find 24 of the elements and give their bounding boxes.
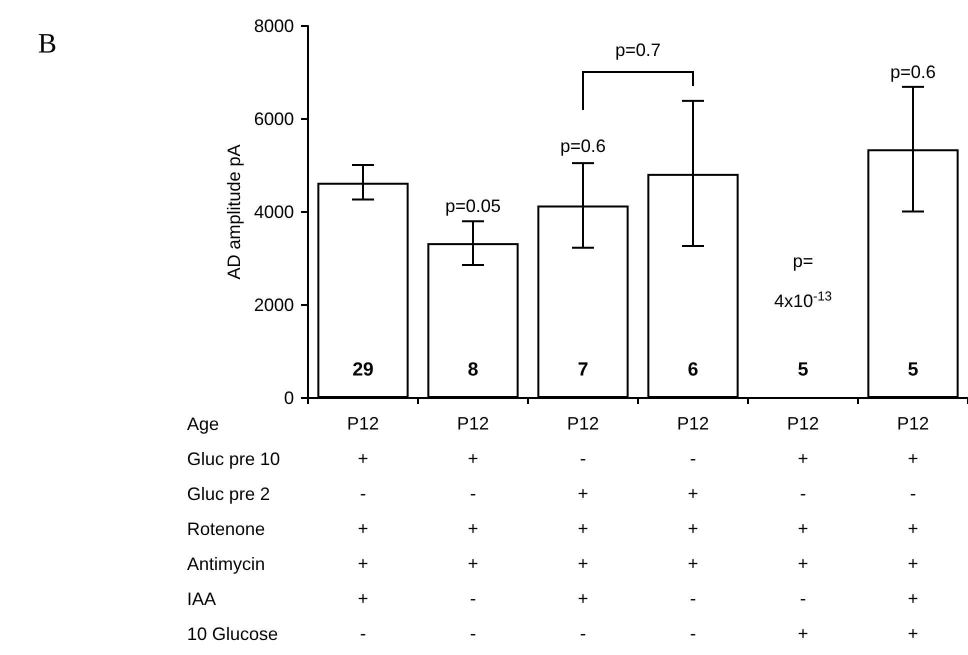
x-axis-title: Age Gluc pre 10 Gluc pre 2 Rotenone Antimycin IAA 10 Glucose	[187, 414, 280, 644]
annotation: p=0.05	[445, 196, 501, 216]
x-tick-label: P12 - + + + - -	[676, 414, 710, 644]
annotation: 6	[688, 360, 698, 380]
x-tick-label: P12 + - + + - +	[786, 414, 820, 644]
y-tick-label: 6000	[254, 109, 294, 129]
annotation: 5	[908, 360, 919, 380]
y-tick-label: 8000	[254, 16, 294, 36]
x-tick-label: P12 - + + + + -	[566, 414, 600, 644]
text: B	[38, 28, 57, 60]
annotation: p=0.6	[560, 136, 606, 156]
y-axis-title: AD amplitude pA	[224, 144, 244, 280]
annotation: p=0.7	[615, 40, 661, 60]
annotation: 29	[352, 360, 374, 380]
annotation: p=0.6	[890, 62, 936, 82]
y-tick-label: 4000	[254, 202, 294, 222]
x-tick-label: P12 + - + + + -	[346, 414, 380, 644]
y-tick-label: 0	[284, 388, 294, 408]
annotation: 8	[468, 360, 478, 380]
annotation: 7	[578, 360, 588, 380]
annotation: 5	[798, 360, 809, 380]
y-tick-label: 2000	[254, 295, 294, 315]
x-tick-label: P12 + - + + + +	[896, 414, 930, 644]
x-tick-label: P12 + - + + - -	[456, 414, 490, 644]
